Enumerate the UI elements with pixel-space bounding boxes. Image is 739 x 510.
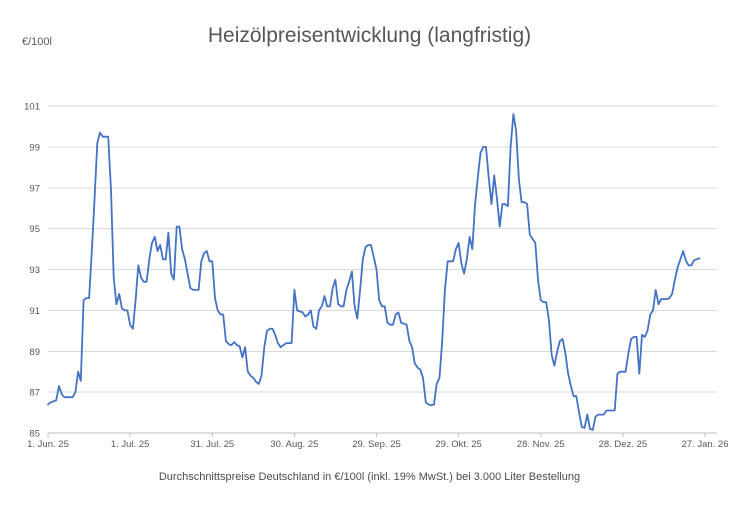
- y-axis-tick-label: 99: [29, 142, 40, 153]
- y-axis-tick-label: 91: [29, 306, 40, 317]
- x-axis-tick-label: 28. Nov. 25: [517, 439, 565, 450]
- y-axis-tick-label: 97: [29, 183, 40, 194]
- price-line-series: [47, 113, 701, 431]
- x-axis-tick-label: 29. Okt. 25: [435, 439, 481, 450]
- y-axis-unit-label: €/100l: [22, 36, 52, 48]
- chart-title: Heizölpreisentwicklung (langfristig): [207, 24, 532, 47]
- x-axis-tick-label: 27. Jan. 26: [681, 439, 728, 450]
- chart-caption: Durchschnittspreise Deutschland in €/100…: [158, 471, 581, 483]
- y-axis-tick-label: 89: [29, 347, 40, 358]
- y-axis-tick-label: 85: [29, 429, 40, 440]
- y-axis-tick-label: 93: [29, 265, 40, 276]
- y-axis-tick-label: 101: [24, 102, 40, 113]
- x-axis-tick-label: 31. Jul. 25: [190, 439, 234, 450]
- x-axis-tick-label: 30. Aug. 25: [270, 439, 318, 450]
- x-axis-tick-label: 29. Sep. 25: [352, 439, 401, 450]
- y-axis-tick-label: 95: [29, 224, 40, 235]
- x-axis-tick-label: 1. Jul. 25: [111, 439, 150, 450]
- y-axis-tick-label: 87: [29, 388, 40, 399]
- x-axis-tick-label: 1. Jun. 25: [27, 439, 69, 450]
- x-axis-tick-label: 28. Dez. 25: [599, 439, 648, 450]
